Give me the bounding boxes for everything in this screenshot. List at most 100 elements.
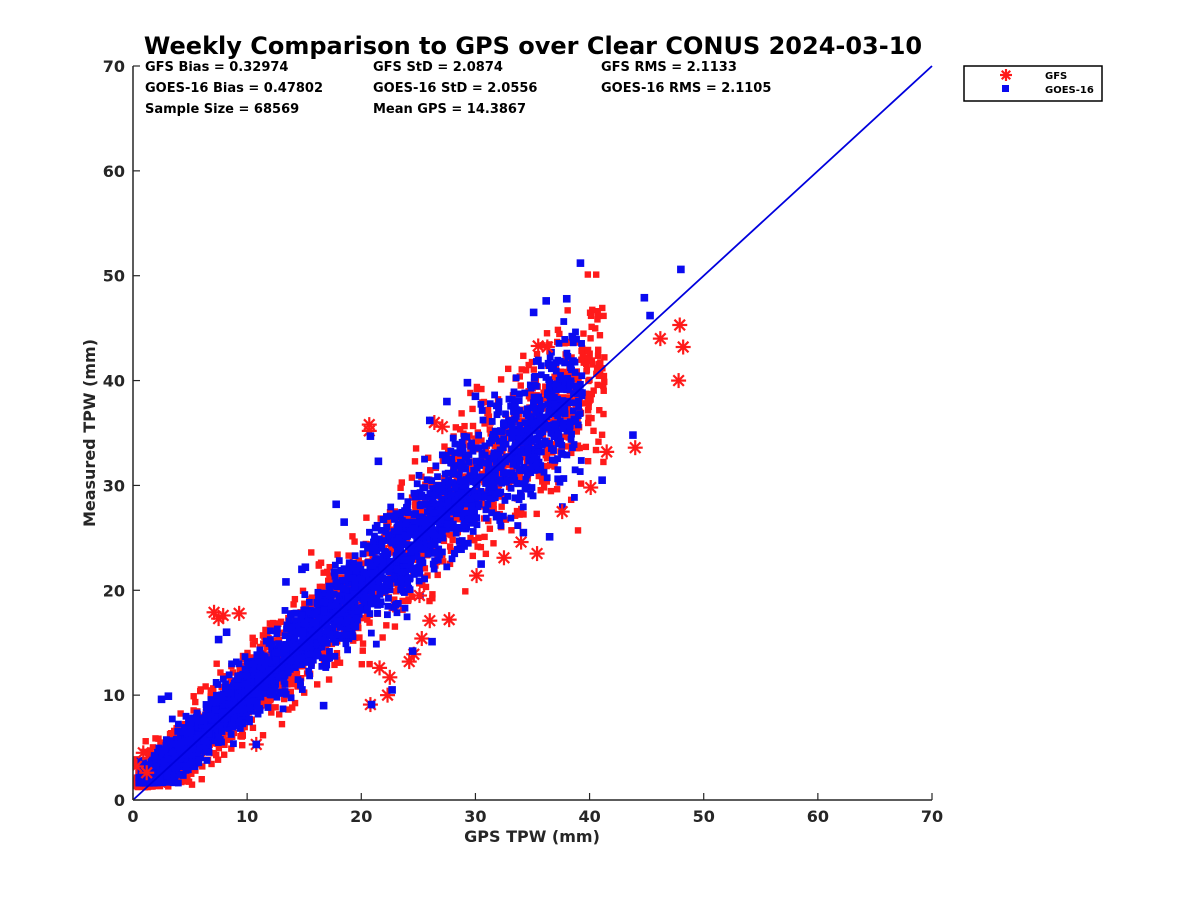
gfs-cloud-point xyxy=(562,443,570,450)
gfs-cloud-point xyxy=(190,707,197,714)
gfs-cloud-point xyxy=(257,699,265,707)
goes16-cloud-point xyxy=(347,617,355,625)
gfs-point xyxy=(599,444,615,460)
goes16-cloud-point xyxy=(431,548,439,556)
gfs-cloud-point xyxy=(308,549,315,556)
goes16-cloud-point xyxy=(472,457,480,465)
goes16-cloud-point xyxy=(279,705,287,713)
goes16-cloud-point xyxy=(441,478,449,486)
goes16-cloud-point xyxy=(285,617,293,625)
goes16-cloud-point xyxy=(423,532,431,540)
gfs-cloud-point xyxy=(325,676,333,683)
goes16-cloud-point xyxy=(443,563,451,571)
goes16-cloud-point xyxy=(507,484,515,492)
goes16-cloud-point xyxy=(352,614,360,622)
goes16-cloud-point xyxy=(505,453,513,460)
goes16-cloud-point xyxy=(211,715,219,723)
gfs-cloud-point xyxy=(278,720,286,728)
goes16-cloud-point xyxy=(163,772,171,780)
goes16-cloud-point xyxy=(568,332,576,340)
gfs-cloud-point xyxy=(399,597,406,605)
gfs-cloud-point xyxy=(599,304,606,312)
goes16-cloud-point xyxy=(384,531,392,539)
gfs-cloud-point xyxy=(239,741,246,749)
goes16-cloud-point xyxy=(308,627,316,635)
goes16-cloud-point xyxy=(185,747,193,755)
goes16-cloud-point xyxy=(503,477,511,485)
goes16-cloud-point xyxy=(237,698,245,706)
gfs-cloud-point xyxy=(589,361,596,368)
goes16-cloud-point xyxy=(537,405,544,413)
goes16-cloud-point xyxy=(454,525,462,533)
goes16-cloud-point xyxy=(305,608,313,616)
goes16-cloud-point xyxy=(298,643,305,651)
gfs-point xyxy=(513,534,529,550)
goes16-cloud-point xyxy=(447,492,455,499)
goes16-cloud-point xyxy=(521,419,529,427)
gfs-cloud-point xyxy=(467,534,474,542)
goes16-cloud-point xyxy=(485,471,493,479)
goes16-cloud-point xyxy=(167,743,175,751)
goes16-cloud-point xyxy=(552,386,560,394)
gfs-cloud-point xyxy=(363,514,370,521)
goes16-cloud-point xyxy=(395,549,403,557)
goes16-cloud-point xyxy=(508,470,515,478)
goes16-cloud-point xyxy=(278,671,286,679)
goes16-cloud-point xyxy=(193,734,201,742)
gfs-cloud-point xyxy=(582,443,590,451)
gfs-cloud-point xyxy=(586,356,593,363)
goes16-cloud-point xyxy=(471,509,478,516)
goes16-cloud-point xyxy=(411,493,419,501)
goes16-cloud-point xyxy=(326,592,333,600)
goes16-cloud-point xyxy=(276,688,284,696)
goes16-cloud-point xyxy=(551,420,559,428)
goes16-cloud-point xyxy=(437,506,444,514)
goes16-cloud-point xyxy=(469,518,477,526)
goes16-cloud-point xyxy=(403,613,411,621)
goes16-cloud-point xyxy=(326,630,334,638)
goes16-cloud-point xyxy=(213,691,220,699)
gfs-cloud-point xyxy=(584,271,592,278)
goes16-cloud-point xyxy=(442,456,450,464)
goes16-cloud-point xyxy=(249,666,257,674)
goes16-cloud-point xyxy=(196,742,204,750)
goes16-cloud-point xyxy=(335,596,343,604)
goes16-cloud-point xyxy=(492,402,500,410)
gfs-cloud-point xyxy=(299,587,307,595)
goes16-cloud-point xyxy=(419,535,427,543)
goes16-cloud-point xyxy=(323,639,331,647)
goes16-cloud-point xyxy=(534,436,541,444)
gfs-cloud-point xyxy=(587,335,594,342)
gfs-cloud-point xyxy=(355,557,362,564)
goes16-cloud-point xyxy=(415,540,423,548)
gfs-point xyxy=(672,317,688,333)
goes16-cloud-point xyxy=(272,680,280,688)
goes16-cloud-point xyxy=(571,494,578,501)
goes16-cloud-point xyxy=(345,559,353,567)
gfs-cloud-point xyxy=(571,423,578,430)
goes16-cloud-point xyxy=(347,599,355,606)
gfs-cloud-point xyxy=(595,372,603,380)
goes16-cloud-point xyxy=(315,592,322,600)
goes16-cloud-point xyxy=(548,456,556,464)
goes16-cloud-point xyxy=(397,529,404,537)
goes16-cloud-point xyxy=(449,479,457,487)
goes16-cloud-point xyxy=(540,468,548,476)
goes16-cloud-point xyxy=(451,449,459,457)
gfs-cloud-point xyxy=(553,486,561,493)
gfs-cloud-point xyxy=(446,543,454,550)
goes16-cloud-point xyxy=(481,442,489,450)
gfs-cloud-point xyxy=(481,420,488,427)
goes16-cloud-point xyxy=(435,500,443,508)
goes16-cloud-point xyxy=(285,623,293,631)
goes16-cloud-point xyxy=(254,710,262,718)
goes16-cloud-point xyxy=(331,573,339,580)
gfs-cloud-point xyxy=(506,459,513,467)
gfs-cloud-point xyxy=(453,474,461,482)
goes16-cloud-point xyxy=(434,536,442,544)
goes16-cloud-point xyxy=(478,451,486,459)
goes16-cloud-point xyxy=(139,777,147,785)
goes16-cloud-point xyxy=(378,566,386,574)
gfs-cloud-point xyxy=(530,366,537,373)
goes16-cloud-point xyxy=(322,633,330,640)
